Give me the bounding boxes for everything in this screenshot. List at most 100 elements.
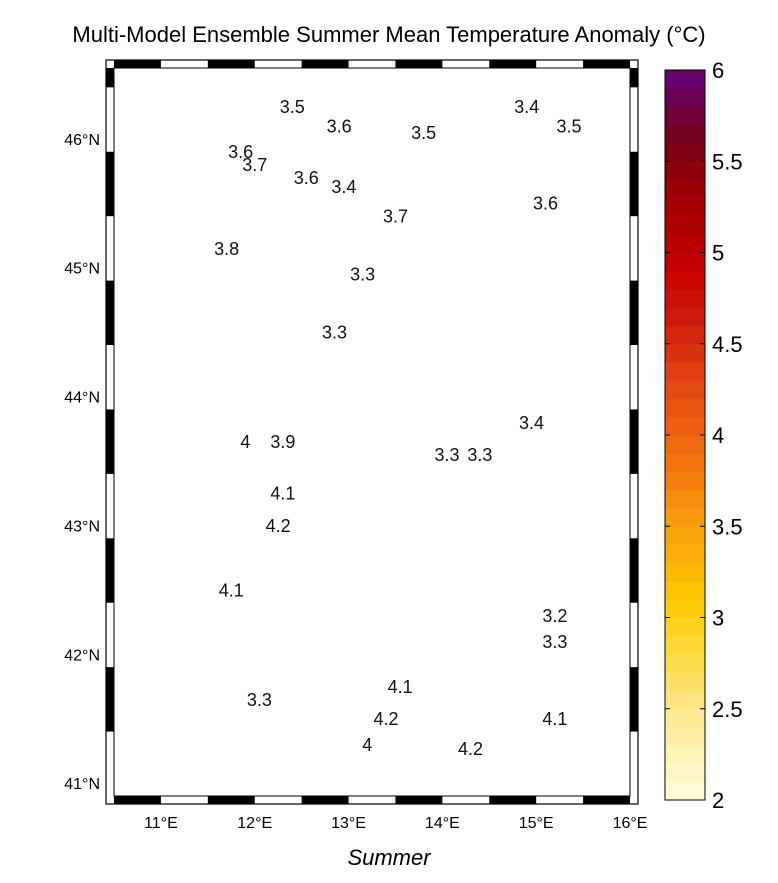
- frame-tick-left: [106, 538, 114, 603]
- contour-label: 3.7: [383, 207, 408, 227]
- colorbar-segment: [665, 489, 705, 509]
- colorbar-segment: [665, 289, 705, 308]
- lon-label: 16°E: [613, 815, 648, 832]
- colorbar-segment: [665, 471, 705, 491]
- contour-label: 4.2: [458, 739, 483, 759]
- colorbar-segment: [665, 416, 705, 436]
- frame-tick-right: [630, 280, 638, 346]
- colorbar-segment: [665, 781, 705, 801]
- frame-tick-top: [114, 60, 161, 68]
- contour-label: 3.7: [242, 155, 267, 175]
- colorbar-segment: [665, 398, 705, 418]
- colorbar-segment: [665, 70, 705, 89]
- frame-tick-left: [106, 667, 114, 732]
- colorbar-segment: [665, 508, 705, 527]
- contour-label: 4.1: [270, 484, 295, 504]
- colorbar-tick-labels: 6 5.5 5 4.5 4 3.5 3 2.5 2: [665, 58, 743, 813]
- contour-label: 4: [362, 735, 372, 755]
- colorbar-tick-label: 2: [712, 788, 724, 813]
- season-caption: Summer: [347, 845, 431, 870]
- contour-label: 3.5: [557, 116, 582, 136]
- frame-tick-top: [207, 60, 255, 68]
- contour-label: 3.5: [411, 123, 436, 143]
- frame-tick-right: [630, 151, 638, 217]
- colorbar-segment: [665, 124, 705, 144]
- lon-label: 13°E: [331, 815, 366, 832]
- colorbar-segment: [665, 654, 705, 673]
- contour-label: 4.1: [219, 580, 244, 600]
- colorbar-segment: [665, 672, 705, 691]
- frame-tick-top: [301, 60, 349, 68]
- contour-label: 4.2: [374, 709, 399, 729]
- colorbar-segment: [665, 635, 705, 655]
- colorbar-segment: [665, 216, 705, 235]
- contour-label: 3.4: [519, 413, 544, 433]
- colorbar-tick-label: 2.5: [712, 697, 743, 722]
- colorbar-tick-label: 4.5: [712, 332, 743, 357]
- colorbar-segment: [665, 763, 705, 783]
- contour-label: 3.4: [331, 177, 356, 197]
- colorbar-tick-label: 4: [712, 423, 724, 448]
- colorbar-segment: [665, 252, 705, 272]
- lon-tick-labels: 11°E 12°E 13°E 14°E 15°E 16°E: [144, 815, 647, 832]
- map-title: Multi-Model Ensemble Summer Mean Tempera…: [72, 22, 706, 47]
- colorbar-segment: [665, 362, 705, 381]
- contour-label: 3.3: [542, 632, 567, 652]
- colorbar-tick-label: 6: [712, 58, 724, 83]
- colorbar-segment: [665, 197, 705, 217]
- contour-label: 3.3: [467, 445, 492, 465]
- contour-label: 3.5: [280, 97, 305, 117]
- lon-label: 11°E: [144, 815, 178, 832]
- colorbar-segment: [665, 599, 705, 618]
- frame-outer: [105, 59, 639, 805]
- colorbar-segment: [665, 745, 705, 764]
- contour-label: 3.8: [214, 239, 239, 259]
- frame-tick-bottom: [207, 796, 255, 804]
- colorbar-tick-label: 3: [712, 606, 724, 631]
- lon-label: 15°E: [519, 815, 554, 832]
- colorbar-segment: [665, 270, 705, 290]
- contour-label: 4.1: [542, 709, 567, 729]
- frame-tick-bottom: [395, 796, 443, 804]
- frame-tick-bottom: [301, 796, 349, 804]
- colorbar-segment: [665, 88, 705, 107]
- contour-label: 4: [240, 432, 250, 452]
- lon-label: 14°E: [425, 815, 460, 832]
- colorbar-segment: [665, 435, 705, 454]
- contour-label: 3.3: [247, 690, 272, 710]
- frame-tick-right: [630, 667, 638, 732]
- colorbar-tick-label: 5.5: [712, 149, 743, 174]
- lat-label: 42°N: [64, 647, 100, 664]
- frame-tick-left: [106, 68, 114, 88]
- frame-tick-top: [583, 60, 630, 68]
- colorbar-segment: [665, 617, 705, 637]
- colorbar-segment: [665, 161, 705, 180]
- colorbar-segment: [665, 727, 705, 746]
- contour-label: 4.1: [388, 677, 413, 697]
- frame-tick-left: [106, 409, 114, 474]
- colorbar-segment: [665, 562, 705, 582]
- contour-label: 3.6: [294, 168, 319, 188]
- lat-label: 45°N: [64, 261, 100, 278]
- colorbar-segment: [665, 453, 705, 472]
- contour-label: 3.3: [435, 445, 460, 465]
- contour-labels: 3.53.6 3.53.43.53.63.73.6 3.43.73.63.83.33…: [214, 97, 581, 759]
- map-frame: [105, 59, 639, 805]
- colorbar-tick-label: 5: [712, 241, 724, 266]
- colorbar-segment: [665, 143, 705, 162]
- lat-label: 46°N: [64, 132, 100, 149]
- frame-tick-top: [489, 60, 537, 68]
- frame-tick-top: [395, 60, 443, 68]
- contour-label: 3.2: [542, 606, 567, 626]
- lon-label: 12°E: [237, 815, 272, 832]
- contour-label: 3.3: [350, 265, 375, 285]
- contour-label: 3.6: [228, 142, 253, 162]
- frame-tick-right: [630, 409, 638, 474]
- colorbar-tick-label: 3.5: [712, 514, 743, 539]
- frame-tick-bottom: [583, 796, 630, 804]
- colorbar-segment: [665, 234, 705, 253]
- frame-tick-right: [630, 68, 638, 88]
- colorbar-segment: [665, 544, 705, 564]
- colorbar-segment: [665, 179, 705, 199]
